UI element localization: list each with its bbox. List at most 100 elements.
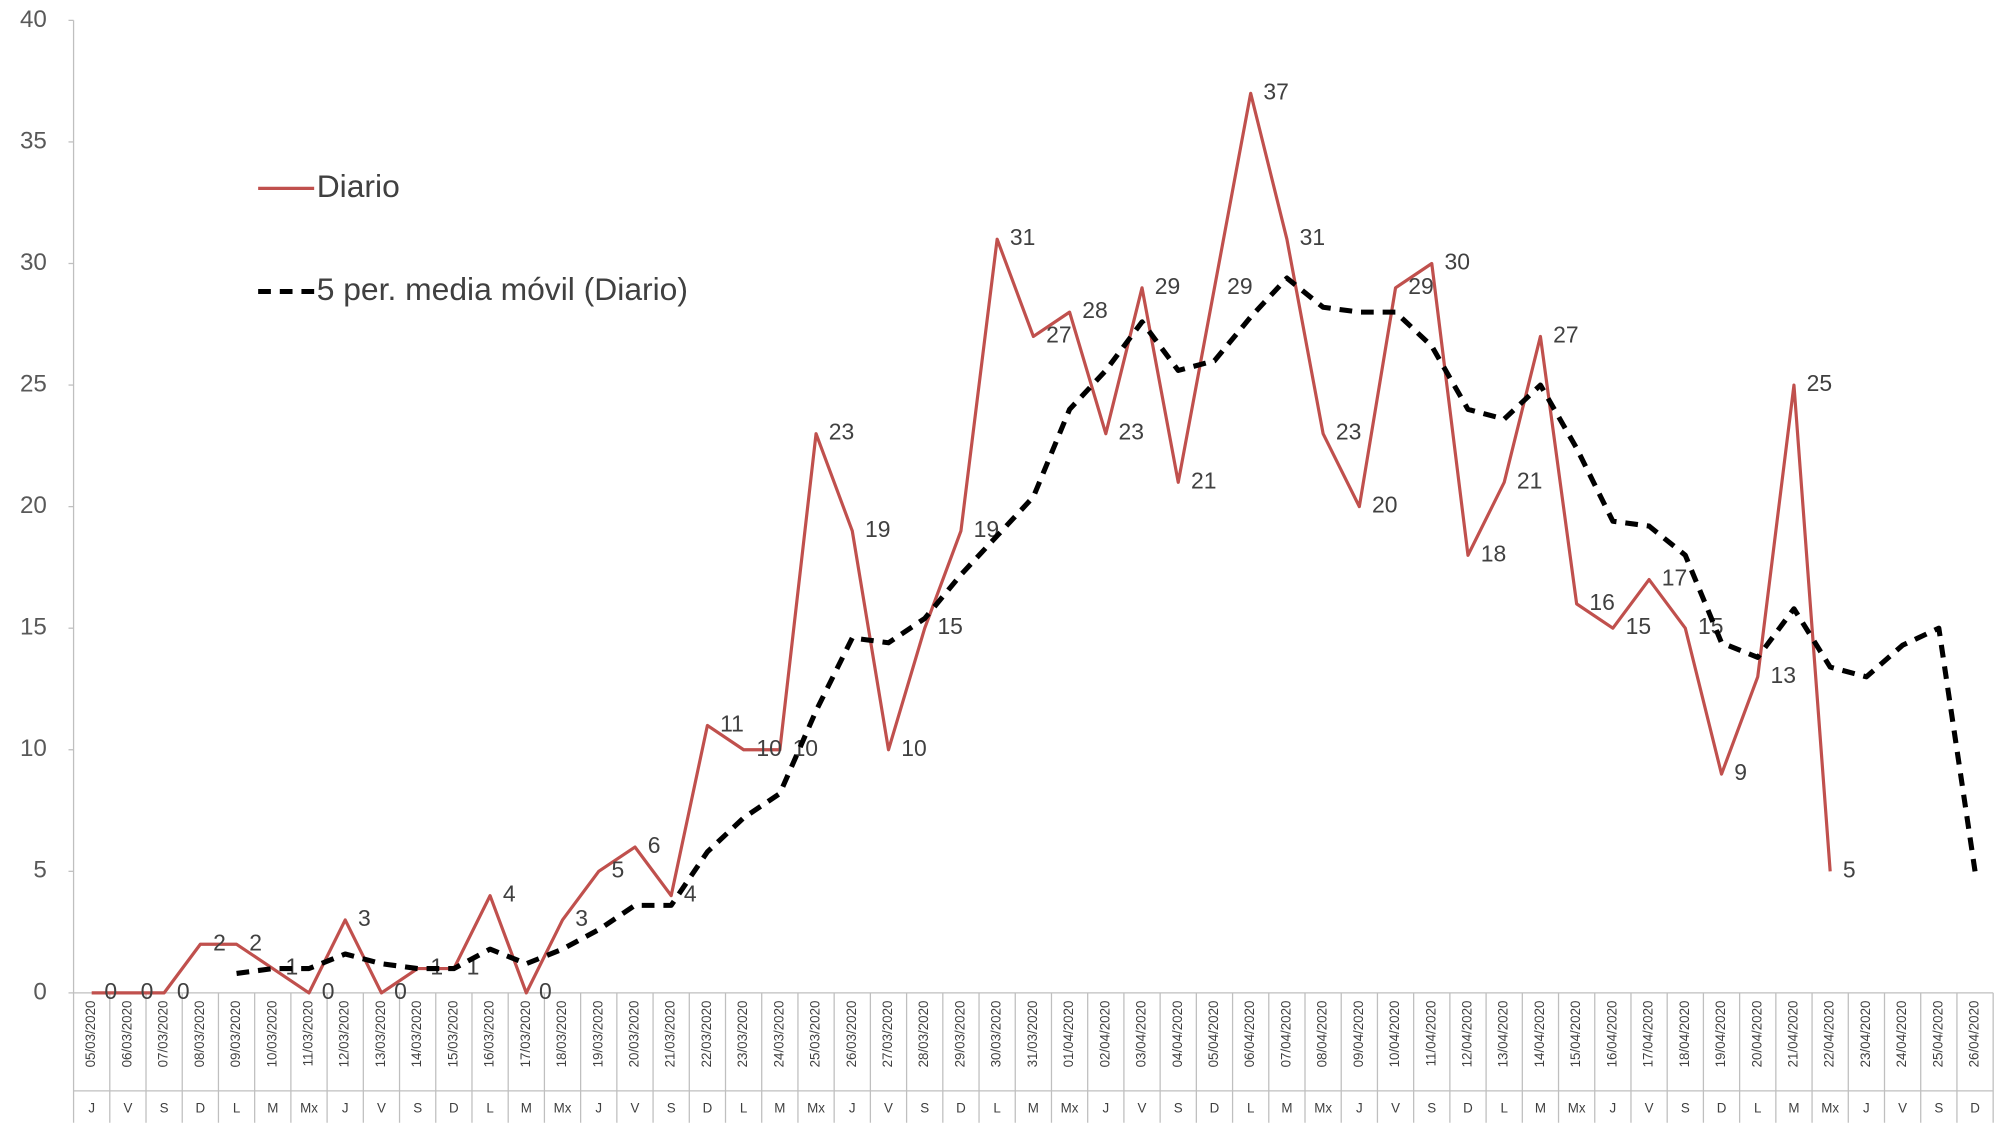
weekday-label: M xyxy=(1788,1100,1799,1115)
weekday-label: Mx xyxy=(300,1100,318,1115)
x-tick-label: 11/03/2020 xyxy=(301,1001,316,1067)
data-label: 27 xyxy=(1046,321,1071,347)
x-tick-label: 24/04/2020 xyxy=(1894,1001,1909,1068)
series-line xyxy=(91,91,1832,995)
x-tick-label: 05/03/2020 xyxy=(83,1001,98,1068)
weekday-label: Mx xyxy=(1314,1100,1332,1115)
weekday-label: S xyxy=(667,1100,676,1115)
y-tick-label: 30 xyxy=(20,249,47,276)
data-label: 20 xyxy=(1372,492,1397,518)
data-label: 3 xyxy=(358,905,371,931)
y-tick-label: 0 xyxy=(33,978,46,1005)
data-label: 29 xyxy=(1227,273,1252,299)
x-tick-label: 25/03/2020 xyxy=(808,1001,823,1068)
y-tick-label: 40 xyxy=(20,6,47,33)
data-label: 25 xyxy=(1807,370,1832,396)
legend-label: Diario xyxy=(317,168,400,204)
weekday-label: J xyxy=(1356,1100,1363,1115)
weekday-label: D xyxy=(449,1100,459,1115)
weekday-label: L xyxy=(233,1100,240,1115)
x-tick-label: 07/03/2020 xyxy=(156,1001,171,1068)
x-tick-label: 15/04/2020 xyxy=(1568,1001,1583,1068)
data-label: 31 xyxy=(1300,224,1325,250)
data-label: 5 xyxy=(1843,856,1856,882)
y-tick-label: 35 xyxy=(20,127,47,154)
x-tick-label: 24/03/2020 xyxy=(771,1001,786,1068)
weekday-label: V xyxy=(1645,1100,1654,1115)
weekday-label: J xyxy=(1863,1100,1870,1115)
weekday-label: M xyxy=(1281,1100,1292,1115)
data-label: 30 xyxy=(1445,249,1470,275)
x-tick-label: 13/03/2020 xyxy=(373,1001,388,1068)
weekday-label: D xyxy=(1210,1100,1220,1115)
data-label: 21 xyxy=(1191,467,1216,493)
x-tick-label: 14/04/2020 xyxy=(1532,1001,1547,1068)
data-label: 4 xyxy=(684,881,697,907)
weekday-label: D xyxy=(1970,1100,1980,1115)
data-label: 5 xyxy=(611,856,624,882)
weekday-label: D xyxy=(1717,1100,1727,1115)
x-tick-label: 21/04/2020 xyxy=(1785,1001,1800,1068)
y-tick-label: 25 xyxy=(20,370,47,397)
x-tick-label: 18/03/2020 xyxy=(554,1001,569,1068)
data-label: 29 xyxy=(1408,273,1433,299)
weekday-label: J xyxy=(1610,1100,1617,1115)
data-label: 0 xyxy=(104,978,117,1004)
weekday-label: M xyxy=(1028,1100,1039,1115)
y-tick-label: 15 xyxy=(20,614,47,641)
data-label: 23 xyxy=(829,419,854,445)
x-tick-label: 19/04/2020 xyxy=(1713,1001,1728,1068)
data-label: 21 xyxy=(1517,467,1542,493)
x-tick-label: 10/04/2020 xyxy=(1387,1001,1402,1068)
weekday-label: L xyxy=(1247,1100,1254,1115)
data-label: 0 xyxy=(177,978,190,1004)
data-label: 37 xyxy=(1263,78,1288,104)
x-tick-label: 05/04/2020 xyxy=(1206,1001,1221,1068)
weekday-label: V xyxy=(1898,1100,1907,1115)
weekday-label: D xyxy=(956,1100,966,1115)
x-tick-label: 23/03/2020 xyxy=(735,1001,750,1068)
x-tick-label: 04/04/2020 xyxy=(1170,1001,1185,1068)
weekday-label: D xyxy=(196,1100,206,1115)
weekday-label: S xyxy=(413,1100,422,1115)
y-tick-label: 10 xyxy=(20,735,47,762)
series-line xyxy=(236,275,1978,976)
x-tick-label: 11/04/2020 xyxy=(1423,1001,1438,1067)
x-tick-label: 26/04/2020 xyxy=(1967,1001,1982,1068)
weekday-label: Mx xyxy=(807,1100,825,1115)
data-label: 2 xyxy=(213,929,226,955)
weekday-label: J xyxy=(342,1100,349,1115)
data-label: 0 xyxy=(539,978,552,1004)
weekday-label: V xyxy=(1138,1100,1147,1115)
x-tick-label: 08/03/2020 xyxy=(192,1001,207,1068)
weekday-label: J xyxy=(849,1100,856,1115)
x-tick-label: 13/04/2020 xyxy=(1496,1001,1511,1068)
x-tick-label: 21/03/2020 xyxy=(663,1001,678,1068)
weekday-label: L xyxy=(993,1100,1000,1115)
weekday-label: S xyxy=(1681,1100,1690,1115)
weekday-label: V xyxy=(884,1100,893,1115)
legend-label: 5 per. media móvil (Diario) xyxy=(317,271,688,307)
data-label: 0 xyxy=(141,978,154,1004)
weekday-label: L xyxy=(740,1100,747,1115)
weekday-label: M xyxy=(774,1100,785,1115)
x-tick-label: 18/04/2020 xyxy=(1677,1001,1692,1068)
x-tick-label: 15/03/2020 xyxy=(445,1001,460,1068)
weekday-label: M xyxy=(521,1100,532,1115)
weekday-label: Mx xyxy=(1061,1100,1079,1115)
data-label: 13 xyxy=(1770,662,1795,688)
data-label: 0 xyxy=(322,978,335,1004)
data-label: 23 xyxy=(1336,419,1361,445)
data-label: 27 xyxy=(1553,321,1578,347)
x-tick-label: 29/03/2020 xyxy=(952,1001,967,1068)
x-tick-label: 31/03/2020 xyxy=(1025,1001,1040,1068)
weekday-label: D xyxy=(1463,1100,1473,1115)
x-tick-label: 08/04/2020 xyxy=(1315,1001,1330,1068)
weekday-label: V xyxy=(377,1100,386,1115)
data-label: 0 xyxy=(394,978,407,1004)
x-tick-label: 17/03/2020 xyxy=(518,1001,533,1068)
x-tick-label: 23/04/2020 xyxy=(1858,1001,1873,1068)
weekday-label: L xyxy=(1500,1100,1507,1115)
x-tick-label: 09/04/2020 xyxy=(1351,1001,1366,1068)
data-label: 11 xyxy=(720,710,744,736)
